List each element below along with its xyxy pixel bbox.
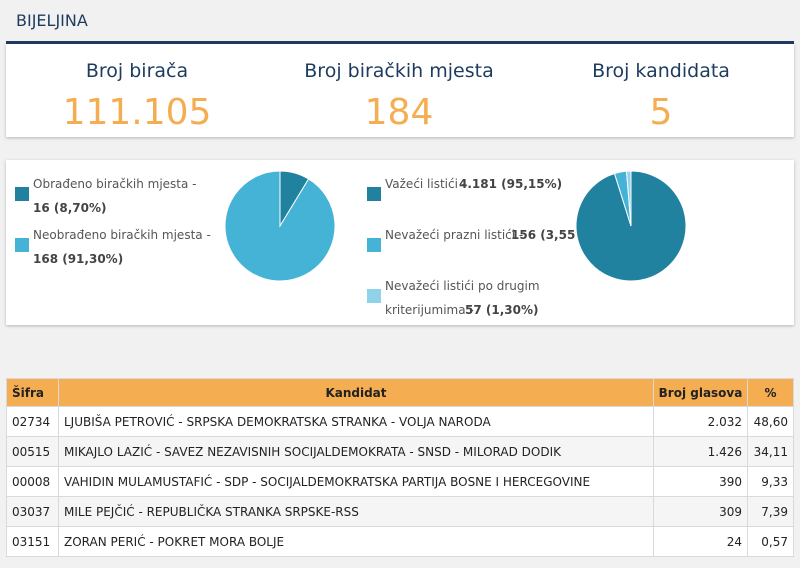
legend-swatch	[367, 238, 381, 252]
legend-swatch	[367, 187, 381, 201]
legend-processed: Obrađeno biračkih mjesta - 16 (8,70%)	[15, 172, 215, 220]
stat-candidates-label: Broj kandidata	[592, 60, 730, 82]
stat-voters-value: 111.105	[62, 92, 212, 133]
legend-label: Obrađeno biračkih mjesta -	[33, 177, 197, 191]
legend-swatch	[367, 289, 381, 303]
legend-value: 156 (3,55%)	[511, 228, 593, 242]
cell-percent: 48,60	[747, 406, 794, 437]
column-header-candidate[interactable]: Kandidat	[58, 378, 654, 407]
legend-value: 57 (1,30%)	[465, 303, 539, 317]
polling-stations-pie-chart	[224, 170, 336, 282]
table-row: 00008 VAHIDIN MULAMUSTAFIĆ - SDP - SOCIJ…	[6, 466, 794, 497]
pie-slice-3[interactable]	[625, 170, 632, 227]
stat-polling-stations-value: 184	[364, 92, 434, 133]
cell-candidate: LJUBIŠA PETROVIĆ - SRPSKA DEMOKRATSKA ST…	[58, 406, 654, 437]
legend-label: Nevažeći prazni listići -	[385, 228, 524, 242]
cell-votes: 390	[653, 466, 748, 497]
municipality-title: BIJELJINA	[16, 11, 88, 30]
cell-code: 02734	[6, 406, 59, 437]
cell-candidate: ZORAN PERIĆ - POKRET MORA BOLJE	[58, 526, 654, 557]
cell-votes: 309	[653, 496, 748, 527]
stats-panel: Broj birača 111.105 Broj biračkih mjesta…	[6, 44, 794, 137]
table-row: 02734 LJUBIŠA PETROVIĆ - SRPSKA DEMOKRAT…	[6, 406, 794, 437]
charts-panel: Obrađeno biračkih mjesta - 16 (8,70%) Ne…	[6, 160, 794, 325]
column-header-votes[interactable]: Broj glasova	[653, 378, 748, 407]
legend-valid: Važeći listići - 4.181 (95,15%)	[367, 172, 567, 220]
cell-code: 03151	[6, 526, 59, 557]
legend-invalid-other: Nevažeći listići po drugim kriterijumima…	[367, 274, 567, 322]
cell-percent: 0,57	[747, 526, 794, 557]
table-row: 03037 MILE PEJČIĆ - REPUBLIČKA STRANKA S…	[6, 496, 794, 527]
legend-swatch	[15, 238, 29, 252]
cell-candidate: MILE PEJČIĆ - REPUBLIČKA STRANKA SRPSKE-…	[58, 496, 654, 527]
cell-percent: 9,33	[747, 466, 794, 497]
municipality-header: BIJELJINA	[6, 0, 794, 44]
candidates-table: Šifra Kandidat Broj glasova % 02734 LJUB…	[6, 378, 794, 557]
table-row: 00515 MIKAJLO LAZIĆ - SAVEZ NEZAVISNIH S…	[6, 436, 794, 467]
column-header-code[interactable]: Šifra	[6, 378, 59, 407]
legend-value: 168 (91,30%)	[33, 252, 124, 266]
cell-candidate: VAHIDIN MULAMUSTAFIĆ - SDP - SOCIJALDEMO…	[58, 466, 654, 497]
column-header-percent[interactable]: %	[747, 378, 794, 407]
pie-slice-2[interactable]	[224, 170, 336, 282]
legend-swatch	[15, 187, 29, 201]
legend-value: 4.181 (95,15%)	[459, 177, 563, 191]
cell-votes: 24	[653, 526, 748, 557]
cell-candidate: MIKAJLO LAZIĆ - SAVEZ NEZAVISNIH SOCIJAL…	[58, 436, 654, 467]
stat-candidates-value: 5	[649, 92, 673, 133]
legend-label: Nevažeći listići po drugim	[385, 279, 540, 293]
legend-label: Važeći listići -	[385, 177, 467, 191]
cell-code: 00515	[6, 436, 59, 467]
cell-votes: 1.426	[653, 436, 748, 467]
legend-label: Neobrađeno biračkih mjesta -	[33, 228, 211, 242]
cell-percent: 34,11	[747, 436, 794, 467]
ballots-pie-chart	[575, 170, 687, 282]
legend-unprocessed: Neobrađeno biračkih mjesta - 168 (91,30%…	[15, 223, 215, 271]
stat-polling-stations-label: Broj biračkih mjesta	[304, 60, 494, 82]
cell-code: 03037	[6, 496, 59, 527]
cell-percent: 7,39	[747, 496, 794, 527]
legend-invalid-blank: Nevažeći prazni listići - 156 (3,55%)	[367, 223, 593, 271]
cell-code: 00008	[6, 466, 59, 497]
stat-voters-label: Broj birača	[85, 60, 189, 82]
legend-value: 16 (8,70%)	[33, 201, 107, 215]
table-header-row: Šifra Kandidat Broj glasova %	[6, 378, 794, 407]
cell-votes: 2.032	[653, 406, 748, 437]
legend-label: kriterijumima -	[385, 303, 474, 317]
table-row: 03151 ZORAN PERIĆ - POKRET MORA BOLJE 24…	[6, 526, 794, 557]
